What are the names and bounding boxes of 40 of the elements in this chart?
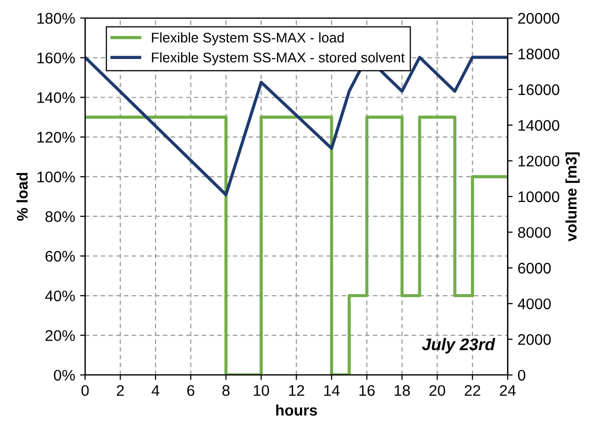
annotation: July 23rd <box>422 338 496 354</box>
y2-tick-label: 10000 <box>518 191 560 202</box>
y-tick-label: 0% <box>54 370 75 381</box>
y2-tick-label: 2000 <box>518 334 551 345</box>
y2-tick-label: 4000 <box>518 298 551 310</box>
x-tick-label: 20 <box>430 385 446 396</box>
y2-tick-label: 18000 <box>518 48 560 60</box>
x-tick-label: 12 <box>289 385 304 396</box>
x-tick-label: 8 <box>222 385 230 396</box>
y2-tick-label: 14000 <box>518 120 560 131</box>
x-tick-label: 24 <box>500 385 516 396</box>
y-tick-label: 80% <box>45 211 75 222</box>
x-axis-title: hours <box>276 404 317 416</box>
y2-tick-label: 16000 <box>518 84 560 96</box>
x-tick-label: 2 <box>116 385 124 396</box>
y2-axis-title: volume [m3] <box>565 152 580 242</box>
x-tick-label: 14 <box>324 385 340 396</box>
y-axis-title: % load <box>16 172 28 221</box>
x-tick-label: 0 <box>81 385 89 396</box>
y2-tick-label: 12000 <box>518 156 560 167</box>
y-tick-label: 20% <box>46 330 75 341</box>
x-tick-label: 18 <box>394 385 410 396</box>
y-tick-label: 120% <box>37 132 75 143</box>
y2-tick-label: 6000 <box>518 262 551 274</box>
y2-tick-label: 0 <box>518 370 526 381</box>
y-tick-label: 180% <box>37 12 75 24</box>
y-tick-label: 40% <box>45 290 75 302</box>
legend-label: Flexible System SS-MAX - stored solvent <box>152 52 405 66</box>
x-tick-label: 22 <box>464 385 480 396</box>
y-tick-label: 100% <box>37 172 75 182</box>
y2-tick-label: 8000 <box>518 227 551 238</box>
legend-label: Flexible System SS-MAX - load <box>152 32 344 46</box>
y-tick-label: 140% <box>37 92 75 104</box>
y2-tick-label: 20000 <box>518 12 560 24</box>
x-tick-label: 10 <box>254 385 270 396</box>
x-tick-label: 16 <box>359 385 375 396</box>
x-tick-label: 4 <box>152 385 160 396</box>
y-tick-label: 160% <box>37 52 75 64</box>
x-tick-label: 6 <box>187 385 194 396</box>
y-tick-label: 60% <box>46 250 75 262</box>
